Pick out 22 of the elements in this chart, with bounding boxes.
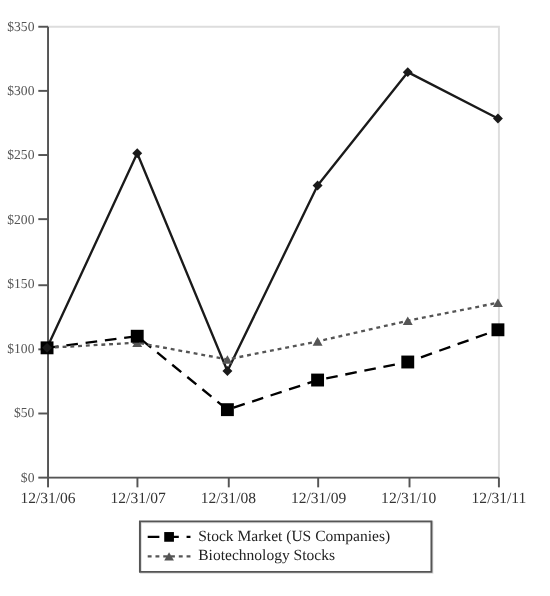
point bbox=[492, 113, 503, 124]
point bbox=[492, 298, 503, 308]
x-tick-label: 12/31/09 bbox=[290, 488, 347, 507]
point bbox=[132, 148, 143, 159]
point bbox=[312, 337, 323, 346]
point bbox=[491, 323, 505, 337]
x-tick-label: 12/31/06 bbox=[20, 488, 76, 507]
point bbox=[130, 329, 144, 343]
point bbox=[220, 403, 234, 417]
point bbox=[311, 373, 325, 387]
x-tick-label: 12/31/07 bbox=[110, 488, 167, 507]
point bbox=[401, 355, 415, 369]
x-tick-label: 12/31/08 bbox=[200, 488, 257, 507]
legend-label: Stock Market (US Companies) bbox=[198, 526, 392, 545]
point bbox=[402, 316, 413, 326]
legend-label: Biotechnology Stocks bbox=[198, 546, 336, 565]
point bbox=[312, 180, 323, 191]
x-tick-label: 12/31/10 bbox=[381, 488, 437, 507]
x-tick-label: 12/31/11 bbox=[471, 488, 527, 507]
point bbox=[222, 355, 233, 364]
point bbox=[402, 67, 413, 78]
point bbox=[222, 366, 233, 376]
